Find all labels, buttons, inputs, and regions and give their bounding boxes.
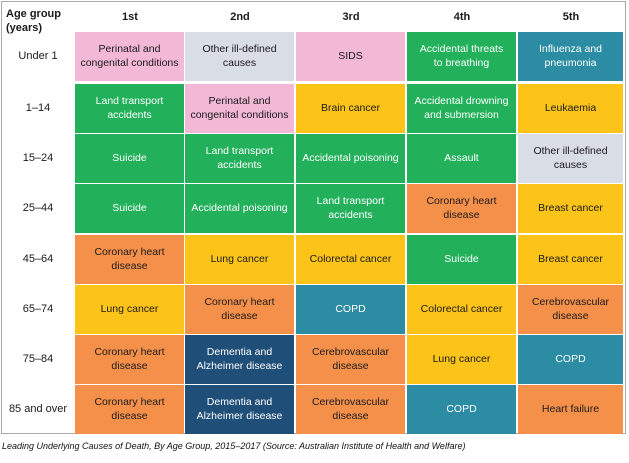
age-group-label: 65–74 [22,302,54,315]
cause-cell: Land transport accidents [296,184,405,233]
cause-cell: Coronary heart disease [185,285,294,334]
age-group-label: 75–84 [22,352,54,365]
cause-cell: Suicide [75,134,184,183]
column-header-4: 4th [453,11,471,23]
column-header-1: 1st [122,11,138,23]
cause-cell: Suicide [75,184,184,233]
chart-caption: Leading Underlying Causes of Death, By A… [2,441,466,451]
cause-cell: Brain cancer [296,84,405,133]
cause-cell: Land transport accidents [75,84,184,133]
cause-cell: Lung cancer [185,235,294,284]
age-group-label: 15–24 [22,151,54,164]
cause-cell: Dementia and Alzheimer disease [185,385,294,434]
cause-cell: Accidental threats to breathing [407,32,516,81]
cause-cell: Cerebrovascular disease [296,385,405,434]
cause-cell: Lung cancer [407,335,516,384]
cause-cell: Coronary heart disease [407,184,516,233]
cause-cell: Heart failure [518,385,623,434]
cause-cell: COPD [407,385,516,434]
cause-cell: SIDS [296,32,405,81]
cause-cell: Suicide [407,235,516,284]
cause-cell: Colorectal cancer [407,285,516,334]
cause-cell: Perinatal and congenital conditions [75,32,184,81]
age-group-label: 1–14 [25,101,51,114]
cause-cell: Perinatal and congenital conditions [185,84,294,133]
column-header-5: 5th [562,11,580,23]
cause-cell: Other ill-defined causes [185,32,294,81]
cause-cell: Coronary heart disease [75,235,184,284]
chart-frame: Age group (years) 1st 2nd 3rd 4th 5th Under 1… [1,1,626,434]
cause-cell: COPD [296,285,405,334]
age-group-label: 25–44 [22,201,54,214]
column-header-3: 3rd [342,11,360,23]
cause-cell: Colorectal cancer [296,235,405,284]
age-group-label: 45–64 [22,252,54,265]
cause-cell: Breast cancer [518,235,623,284]
cause-cell: Lung cancer [75,285,184,334]
cause-cell: COPD [518,335,623,384]
cause-cell: Land transport accidents [185,134,294,183]
cause-cell: Leukaemia [518,84,623,133]
cause-cell: Dementia and Alzheimer disease [185,335,294,384]
cause-cell: Accidental poisoning [296,134,405,183]
cause-cell: Breast cancer [518,184,623,233]
cause-cell: Coronary heart disease [75,335,184,384]
cause-cell: Cerebrovascular disease [518,285,623,334]
cause-cell: Accidental drowning and submersion [407,84,516,133]
cause-cell: Other ill-defined causes [518,134,623,183]
age-group-label: 85 and over [8,402,68,415]
age-group-label: Under 1 [18,49,58,62]
cause-cell: Cerebrovascular disease [296,335,405,384]
column-header-2: 2nd [230,11,250,23]
cause-cell: Accidental poisoning [185,184,294,233]
cause-cell: Coronary heart disease [75,385,184,434]
cause-cell: Influenza and pneumonia [518,32,623,81]
cause-cell: Assault [407,134,516,183]
age-group-header: Age group (years) [6,8,61,34]
